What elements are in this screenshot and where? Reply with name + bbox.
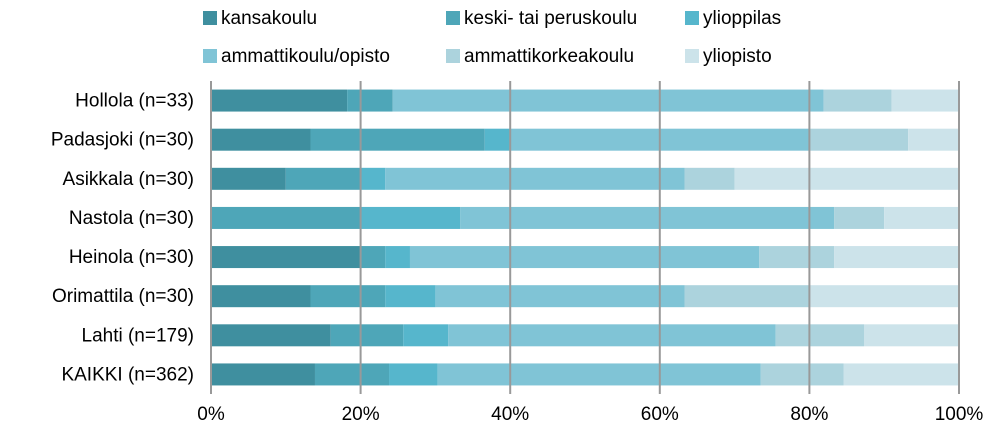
bar-segment — [448, 324, 776, 347]
bar-segment — [285, 167, 361, 190]
legend-label: keski- tai peruskoulu — [464, 8, 637, 29]
x-tick-label: 100% — [935, 404, 984, 425]
legend-swatch — [203, 11, 217, 25]
y-tick-label: Asikkala (n=30) — [63, 169, 194, 190]
bar-segment — [435, 285, 685, 308]
bar-segment — [385, 167, 685, 190]
bar-segment — [385, 285, 436, 308]
bar-segment — [360, 206, 461, 229]
bar-segment — [809, 285, 959, 308]
legend-label: kansakoulu — [221, 8, 317, 29]
bar-segment — [864, 324, 959, 347]
legend-label: yliopisto — [703, 46, 772, 67]
x-tick-label: 40% — [491, 404, 529, 425]
x-tick-label: 60% — [641, 404, 679, 425]
bar-segment — [734, 167, 959, 190]
bar-segment — [834, 246, 959, 269]
x-tick-label: 80% — [790, 404, 828, 425]
bar-segment — [211, 246, 361, 269]
bar-segment — [211, 363, 315, 386]
y-tick-label: Lahti (n=179) — [82, 325, 195, 346]
bar-segment — [759, 246, 835, 269]
y-tick-label: Nastola (n=30) — [69, 208, 194, 229]
bar-segment — [409, 246, 760, 269]
bar-segment — [360, 246, 386, 269]
bar-segment — [211, 324, 331, 347]
legend-swatch — [446, 11, 460, 25]
y-tick-label: Orimattila (n=30) — [52, 286, 194, 307]
bar-segment — [347, 89, 393, 112]
legend-label: ammattikoulu/opisto — [221, 46, 390, 67]
bar-segment — [808, 128, 909, 151]
bar-segment — [484, 128, 510, 151]
bar-segment — [834, 206, 885, 229]
y-tick-label: Hollola (n=33) — [75, 91, 194, 112]
bar-segment — [330, 324, 404, 347]
y-tick-label: Padasjoki (n=30) — [51, 130, 194, 151]
bar-segment — [684, 285, 810, 308]
legend-swatch — [685, 49, 699, 63]
y-tick-label: KAIKKI (n=362) — [61, 364, 194, 385]
bar-segment — [891, 89, 960, 112]
bar-segment — [760, 363, 844, 386]
bar-segment — [843, 363, 959, 386]
bar-segment — [211, 206, 361, 229]
x-tick-label: 0% — [197, 404, 225, 425]
legend-label: ammattikorkeakoulu — [464, 46, 634, 67]
bar-segment — [310, 285, 386, 308]
legend-swatch — [203, 49, 217, 63]
bar-segment — [385, 246, 410, 269]
legend-label: ylioppilas — [703, 8, 781, 29]
bar-segment — [460, 206, 835, 229]
bar-segment — [310, 128, 485, 151]
bar-segment — [211, 128, 311, 151]
bar-segment — [360, 167, 386, 190]
bar-segment — [908, 128, 959, 151]
legend-swatch — [685, 11, 699, 25]
legend-swatch — [446, 49, 460, 63]
bar-segment — [211, 89, 348, 112]
bar-segment — [211, 167, 286, 190]
bar-segment — [684, 167, 735, 190]
bar-segment — [437, 363, 761, 386]
bar-segment — [392, 89, 824, 112]
bar-segment — [823, 89, 892, 112]
bar-segment — [389, 363, 438, 386]
bar-segment — [211, 285, 311, 308]
bar-segment — [775, 324, 865, 347]
bar-segment — [403, 324, 449, 347]
bar-segment — [884, 206, 959, 229]
x-tick-label: 20% — [342, 404, 380, 425]
y-tick-label: Heinola (n=30) — [69, 247, 194, 268]
bar-segment — [314, 363, 390, 386]
